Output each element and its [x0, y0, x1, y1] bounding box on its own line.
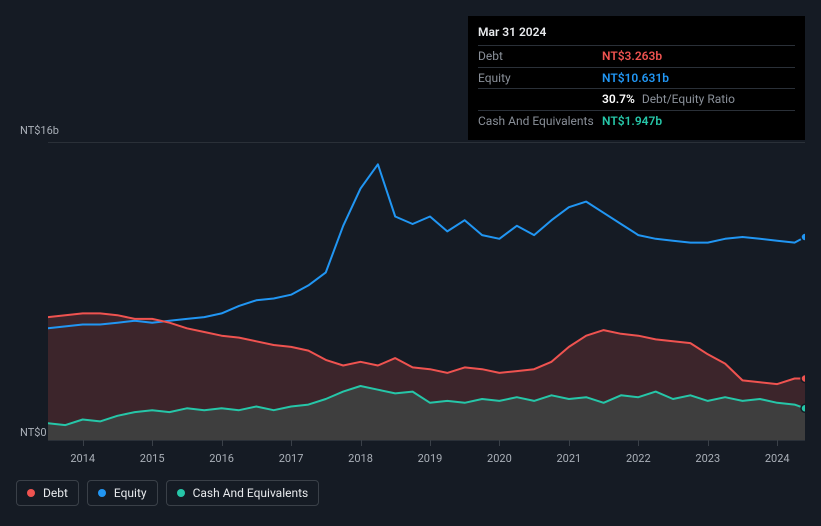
tooltip-row-label	[478, 91, 602, 108]
x-tick-mark	[638, 440, 639, 446]
x-tick-mark	[708, 440, 709, 446]
legend-label-cash: Cash And Equivalents	[193, 486, 309, 500]
legend-dot-cash	[177, 489, 185, 497]
x-tick-label: 2017	[279, 452, 304, 465]
x-tick-label: 2024	[765, 452, 790, 465]
tooltip-row: EquityNT$10.631b	[478, 67, 795, 89]
tooltip-row-label: Equity	[478, 70, 602, 87]
x-axis: 2014201520162017201820192020202120222023…	[48, 440, 805, 460]
tooltip-row: DebtNT$3.263b	[478, 45, 795, 67]
x-tick-label: 2019	[418, 452, 443, 465]
x-tick-mark	[499, 440, 500, 446]
x-tick-label: 2014	[70, 452, 95, 465]
tooltip-row-suffix: Debt/Equity Ratio	[639, 92, 735, 106]
legend-item-debt[interactable]: Debt	[16, 480, 79, 506]
y-axis-label-min: NT$0	[20, 426, 47, 439]
legend: Debt Equity Cash And Equivalents	[16, 480, 319, 506]
x-tick-mark	[222, 440, 223, 446]
x-tick-mark	[361, 440, 362, 446]
legend-dot-equity	[98, 489, 106, 497]
x-tick-mark	[430, 440, 431, 446]
x-tick-mark	[291, 440, 292, 446]
x-tick-label: 2018	[348, 452, 373, 465]
x-tick-label: 2022	[626, 452, 651, 465]
tooltip-row-label: Debt	[478, 48, 602, 65]
x-tick-mark	[777, 440, 778, 446]
x-tick-label: 2015	[140, 452, 165, 465]
x-tick-label: 2020	[487, 452, 512, 465]
x-tick-label: 2023	[695, 452, 720, 465]
legend-item-cash[interactable]: Cash And Equivalents	[166, 480, 320, 506]
x-tick-label: 2016	[209, 452, 234, 465]
chart-area: NT$16b NT$0 2014201520162017201820192020…	[16, 120, 805, 450]
x-tick-mark	[569, 440, 570, 446]
x-tick-mark	[83, 440, 84, 446]
plot-area[interactable]	[48, 142, 805, 440]
legend-item-equity[interactable]: Equity	[87, 480, 158, 506]
tooltip-row-value: NT$10.631b	[602, 70, 669, 87]
chart-container: Mar 31 2024 DebtNT$3.263bEquityNT$10.631…	[0, 0, 821, 526]
tooltip-row-value: 30.7% Debt/Equity Ratio	[602, 91, 735, 108]
x-tick-label: 2021	[556, 452, 581, 465]
legend-dot-debt	[27, 489, 35, 497]
tooltip-date: Mar 31 2024	[478, 24, 795, 45]
tooltip-row: 30.7% Debt/Equity Ratio	[478, 88, 795, 110]
legend-label-equity: Equity	[114, 486, 147, 500]
legend-label-debt: Debt	[43, 486, 68, 500]
tooltip-row-value: NT$3.263b	[602, 48, 662, 65]
y-axis-label-max: NT$16b	[20, 124, 59, 137]
x-tick-mark	[152, 440, 153, 446]
